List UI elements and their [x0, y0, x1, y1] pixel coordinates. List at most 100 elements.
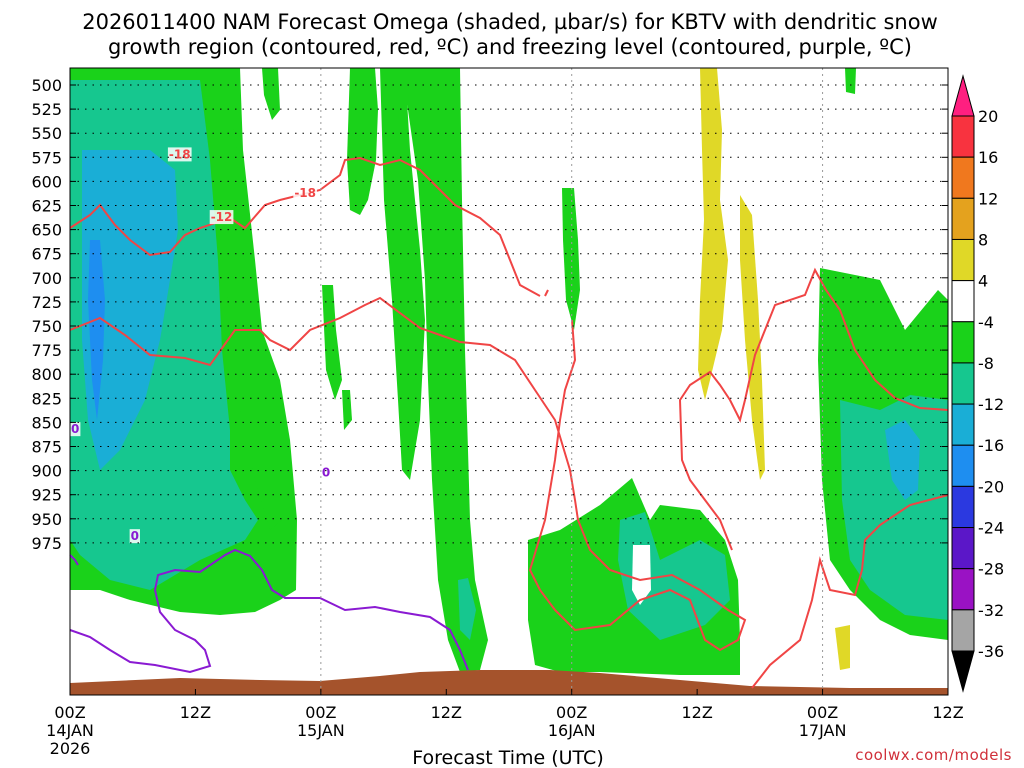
y-tick-label: 800 [31, 365, 62, 384]
colorbar-swatch [951, 568, 975, 611]
colorbar-swatch [951, 115, 975, 158]
y-tick-label: 975 [31, 534, 62, 553]
contour-label-bg [209, 210, 234, 225]
omega-green-band-center-1 [347, 68, 378, 215]
y-tick-label: 750 [31, 317, 62, 336]
omega-blue-region-left [88, 240, 105, 420]
y-tick-label: 925 [31, 486, 62, 505]
y-tick-label: 850 [31, 413, 62, 432]
omega-green-band-center-3 [400, 68, 488, 672]
colorbar-swatch [951, 527, 975, 570]
x-tick-label-hour: 00Z [305, 703, 336, 722]
omega-green-thin-1 [322, 285, 342, 400]
contour-labels: -18 -12 -18 0 0 0 [70, 147, 332, 544]
omega-yellow-region-2 [740, 195, 765, 480]
y-tick-label: 700 [31, 269, 62, 288]
red-contour-right [751, 494, 949, 689]
omega-yellow-region [698, 68, 728, 400]
colorbar-label: -4 [978, 313, 994, 332]
colorbar-swatch [951, 156, 975, 199]
omega-teal-region-right [840, 395, 948, 620]
purple-contour-freezing-2 [69, 554, 79, 566]
x-tick-label-hour: 12Z [180, 703, 211, 722]
contour-label: 0 [322, 466, 330, 480]
contour-label: -12 [211, 210, 233, 224]
y-tick-label: 950 [31, 510, 62, 529]
colorbar-label: 8 [978, 230, 988, 249]
contour-label-bg [70, 422, 81, 437]
colorbar-swatch [951, 280, 975, 323]
colorbar-swatch [951, 197, 975, 240]
y-tick-label: 525 [31, 100, 62, 119]
y-axis: 500 525 550 575 600 625 650 675 700 725 750 775 800 8… [31, 76, 948, 553]
omega-green-region-mid-left [196, 68, 282, 530]
plot-frame [69, 67, 949, 696]
omega-white-hole-lower-right [632, 545, 651, 605]
x-tick-label-hour: 00Z [807, 703, 838, 722]
contour-label-bg [129, 529, 140, 544]
purple-contour-freezing-1 [69, 548, 469, 674]
red-contour-top-right [544, 289, 549, 297]
colorbar-bottom-arrow [951, 650, 975, 693]
red-contour-right-upper [678, 267, 949, 551]
colorbar-label: -36 [978, 642, 1004, 661]
colorbar-label: 12 [978, 189, 998, 208]
colorbar-top-arrow [951, 74, 975, 117]
colorbar-swatch [951, 485, 975, 529]
x-tick-label-year: 2026 [50, 739, 91, 758]
x-tick-label-hour: 00Z [556, 703, 587, 722]
colorbar-swatch [951, 362, 975, 405]
y-tick-label: 775 [31, 341, 62, 360]
omega-shading [70, 68, 948, 675]
y-tick-label: 500 [31, 76, 62, 95]
colorbar-label: -20 [978, 477, 1004, 496]
omega-green-spot-right [845, 68, 856, 94]
x-tick-label-date: 16JAN [548, 721, 596, 740]
x-tick-label-date: 15JAN [297, 721, 345, 740]
contour-label-bg [293, 185, 318, 200]
contour-label: -18 [294, 186, 316, 200]
chart-title-line-1: 2026011400 NAM Forecast Omega (shaded, µ… [82, 10, 938, 34]
omega-green-spot-1 [262, 68, 280, 120]
x-axis-title: Forecast Time (UTC) [412, 747, 603, 768]
y-tick-label: 575 [31, 148, 62, 167]
terrain [70, 670, 948, 695]
plot-area: -18 -12 -18 0 0 0 [69, 67, 949, 696]
omega-green-band-center-2 [380, 68, 425, 480]
colorbar-label: -32 [978, 601, 1004, 620]
x-tick-label-hour: 00Z [54, 703, 85, 722]
colorbar-label: -8 [978, 354, 994, 373]
purple-contours [69, 548, 469, 674]
omega-yellow-spot [835, 625, 850, 670]
chart-title-line-2: growth region (contoured, red, ºC) and f… [108, 35, 912, 59]
contour-label: 0 [71, 422, 79, 436]
colorbar-label: -12 [978, 395, 1004, 414]
x-tick-label-hour: 12Z [681, 703, 712, 722]
colorbar-label: -16 [978, 436, 1004, 455]
y-tick-label: 650 [31, 221, 62, 240]
y-tick-label: 825 [31, 389, 62, 408]
colorbar: 20 16 12 8 4 -4 -8 -12 -16 -20 -24 -28 -32 -36 [951, 74, 1004, 693]
colorbar-label: 4 [978, 272, 988, 291]
contour-label-bg [320, 465, 332, 480]
x-tick-label-hour: 12Z [932, 703, 963, 722]
x-tick-label-date: 14JAN [46, 721, 94, 740]
colorbar-label: 16 [978, 148, 998, 167]
omega-green-thin-3 [562, 188, 580, 330]
x-tick-label-hour: 12Z [431, 703, 462, 722]
colorbar-swatch [951, 609, 975, 652]
colorbar-swatch [951, 238, 975, 282]
y-tick-label: 675 [31, 245, 62, 264]
y-tick-label: 625 [31, 197, 62, 216]
contour-label: -18 [169, 147, 191, 161]
colorbar-swatch [951, 403, 975, 446]
y-tick-label: 600 [31, 172, 62, 191]
colorbar-label: -24 [978, 519, 1004, 538]
y-tick-label: 900 [31, 462, 62, 481]
gridlines [70, 68, 948, 695]
contour-label-bg [167, 147, 192, 162]
colorbar-label: -28 [978, 560, 1004, 579]
omega-green-thin-2 [342, 390, 352, 430]
